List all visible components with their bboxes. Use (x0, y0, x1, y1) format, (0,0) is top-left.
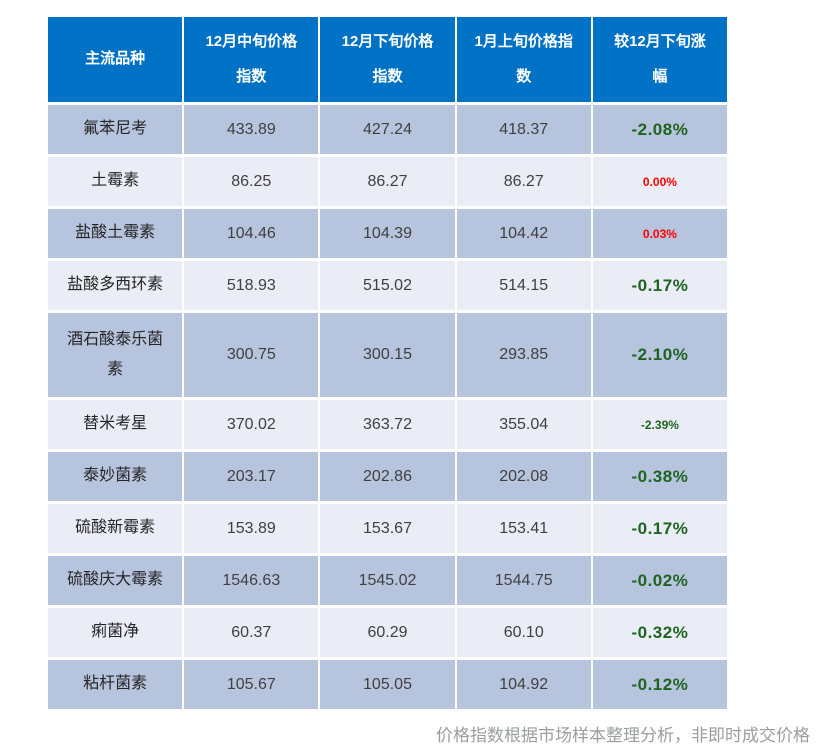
cell-change: -0.12% (592, 660, 728, 709)
cell-late-dec: 60.29 (320, 608, 455, 657)
cell-change: 0.00% (592, 157, 728, 206)
cell-late-dec: 515.02 (320, 261, 455, 310)
table-row: 硫酸新霉素 153.89 153.67 153.41 -0.17% (48, 504, 728, 553)
header-late-dec-index: 12月下旬价格 指数 (320, 17, 455, 102)
table-header-row: 主流品种 12月中旬价格 指数 12月下旬价格 指数 1月上旬价格指 数 较12… (48, 17, 728, 102)
price-index-table: 主流品种 12月中旬价格 指数 12月下旬价格 指数 1月上旬价格指 数 较12… (48, 17, 728, 712)
cell-mid-dec: 153.89 (184, 504, 319, 553)
cell-late-dec: 105.05 (320, 660, 455, 709)
cell-early-jan: 153.41 (456, 504, 591, 553)
cell-late-dec: 202.86 (320, 452, 455, 501)
cell-change: -2.08% (592, 105, 728, 154)
cell-change: -2.39% (592, 400, 728, 449)
cell-mid-dec: 300.75 (184, 313, 319, 397)
cell-early-jan: 418.37 (456, 105, 591, 154)
cell-mid-dec: 105.67 (184, 660, 319, 709)
row-name: 酒石酸泰乐菌 素 (48, 313, 183, 397)
cell-change: 0.03% (592, 209, 728, 258)
header-mid-dec-index: 12月中旬价格 指数 (184, 17, 319, 102)
footer-disclaimer: 价格指数根据市场样本整理分析，非即时成交价格 (436, 726, 810, 745)
cell-change: -0.38% (592, 452, 728, 501)
cell-late-dec: 153.67 (320, 504, 455, 553)
row-name: 土霉素 (48, 157, 183, 206)
row-name: 粘杆菌素 (48, 660, 183, 709)
cell-change: -0.32% (592, 608, 728, 657)
row-name: 硫酸新霉素 (48, 504, 183, 553)
row-name: 硫酸庆大霉素 (48, 556, 183, 605)
row-name: 盐酸多西环素 (48, 261, 183, 310)
cell-mid-dec: 518.93 (184, 261, 319, 310)
table-row: 酒石酸泰乐菌 素 300.75 300.15 293.85 -2.10% (48, 313, 728, 397)
cell-early-jan: 202.08 (456, 452, 591, 501)
table-row: 痢菌净 60.37 60.29 60.10 -0.32% (48, 608, 728, 657)
cell-change: -2.10% (592, 313, 728, 397)
cell-early-jan: 86.27 (456, 157, 591, 206)
cell-late-dec: 104.39 (320, 209, 455, 258)
header-main-variety: 主流品种 (48, 17, 183, 102)
table-row: 盐酸土霉素 104.46 104.39 104.42 0.03% (48, 209, 728, 258)
row-name: 痢菌净 (48, 608, 183, 657)
table-row: 泰妙菌素 203.17 202.86 202.08 -0.38% (48, 452, 728, 501)
header-early-jan-index: 1月上旬价格指 数 (456, 17, 591, 102)
cell-mid-dec: 104.46 (184, 209, 319, 258)
row-name: 氟苯尼考 (48, 105, 183, 154)
cell-change: -0.17% (592, 504, 728, 553)
cell-late-dec: 300.15 (320, 313, 455, 397)
row-name: 替米考星 (48, 400, 183, 449)
cell-mid-dec: 60.37 (184, 608, 319, 657)
cell-early-jan: 293.85 (456, 313, 591, 397)
cell-early-jan: 104.92 (456, 660, 591, 709)
cell-early-jan: 1544.75 (456, 556, 591, 605)
row-name: 盐酸土霉素 (48, 209, 183, 258)
cell-late-dec: 1545.02 (320, 556, 455, 605)
table-row: 粘杆菌素 105.67 105.05 104.92 -0.12% (48, 660, 728, 709)
cell-late-dec: 427.24 (320, 105, 455, 154)
cell-early-jan: 355.04 (456, 400, 591, 449)
cell-early-jan: 60.10 (456, 608, 591, 657)
cell-mid-dec: 203.17 (184, 452, 319, 501)
table-row: 替米考星 370.02 363.72 355.04 -2.39% (48, 400, 728, 449)
cell-early-jan: 514.15 (456, 261, 591, 310)
cell-change: -0.17% (592, 261, 728, 310)
cell-early-jan: 104.42 (456, 209, 591, 258)
cell-mid-dec: 86.25 (184, 157, 319, 206)
cell-late-dec: 363.72 (320, 400, 455, 449)
table-row: 盐酸多西环素 518.93 515.02 514.15 -0.17% (48, 261, 728, 310)
table-row: 硫酸庆大霉素 1546.63 1545.02 1544.75 -0.02% (48, 556, 728, 605)
row-name: 泰妙菌素 (48, 452, 183, 501)
cell-mid-dec: 370.02 (184, 400, 319, 449)
cell-late-dec: 86.27 (320, 157, 455, 206)
table-row: 土霉素 86.25 86.27 86.27 0.00% (48, 157, 728, 206)
table-row: 氟苯尼考 433.89 427.24 418.37 -2.08% (48, 105, 728, 154)
cell-mid-dec: 1546.63 (184, 556, 319, 605)
cell-mid-dec: 433.89 (184, 105, 319, 154)
cell-change: -0.02% (592, 556, 728, 605)
header-change-vs-late-dec: 较12月下旬涨 幅 (592, 17, 728, 102)
